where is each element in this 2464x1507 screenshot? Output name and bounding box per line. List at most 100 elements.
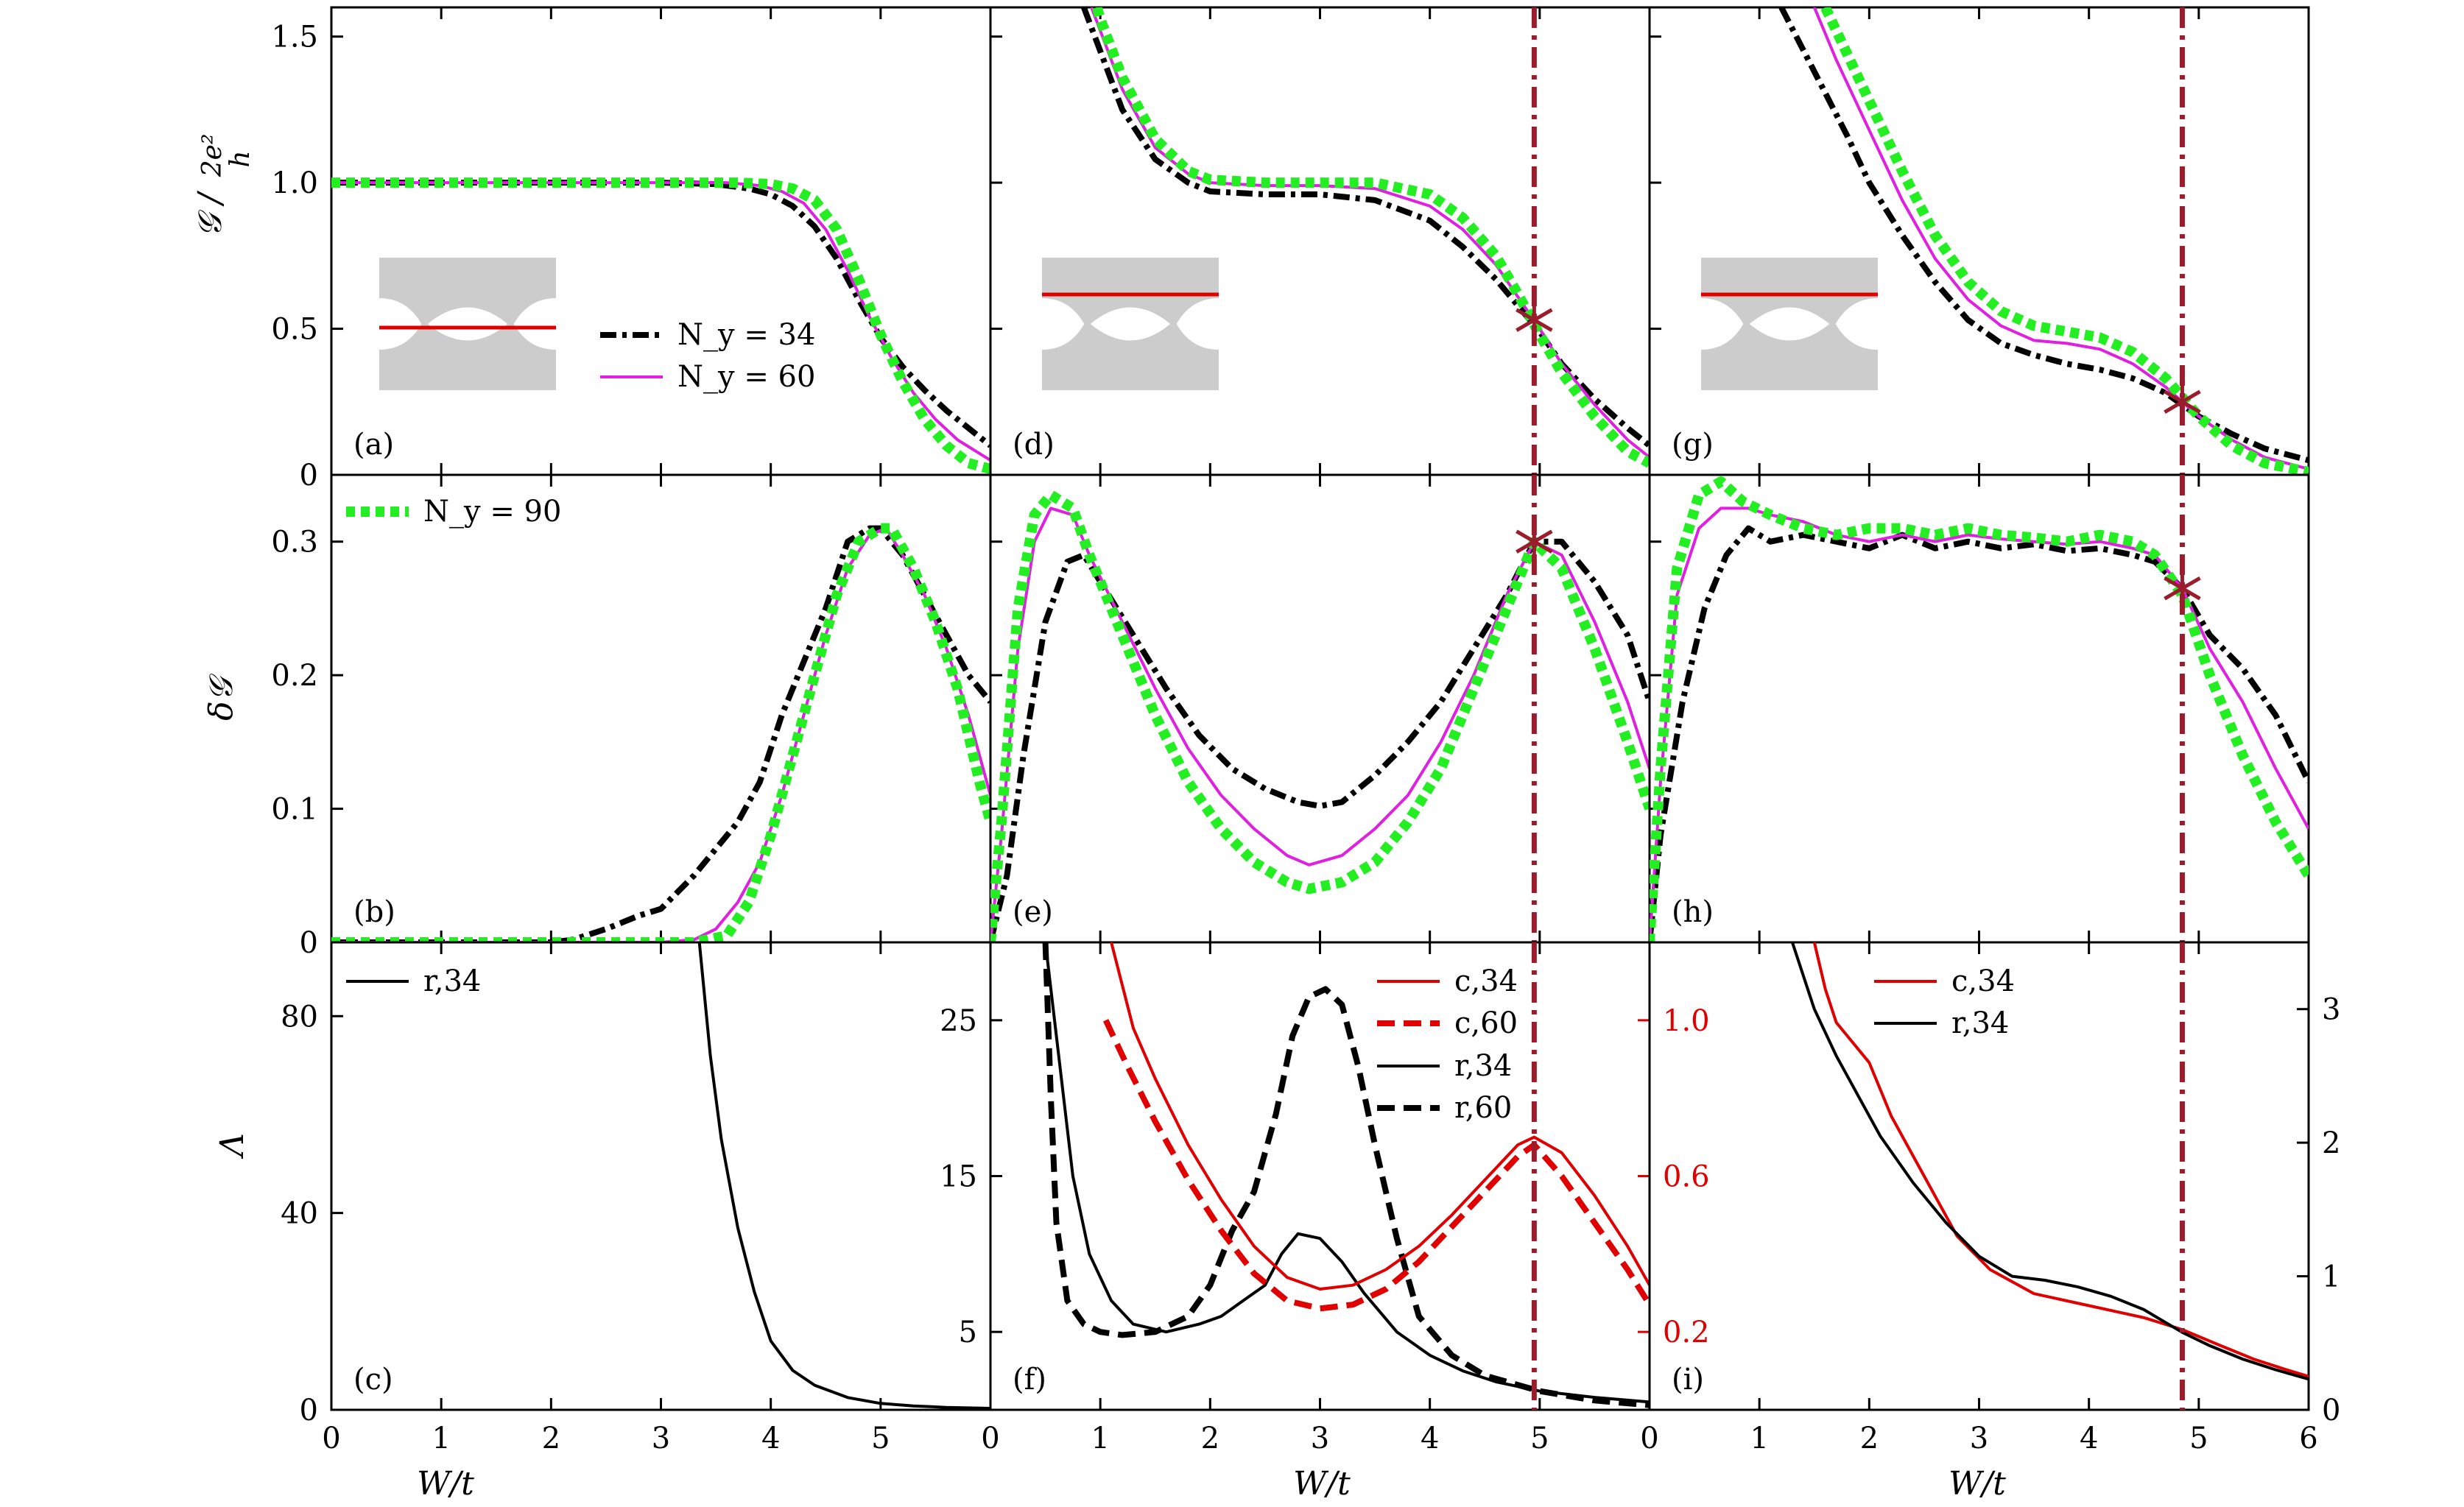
panel-g: (g) bbox=[1648, 6, 2310, 476]
legend-label-r60-f: r,60 bbox=[1454, 1091, 1512, 1125]
x-tick-label: 1 bbox=[1091, 1422, 1109, 1455]
series-group-a bbox=[331, 177, 990, 474]
y-axis-label-lambda: Λ bbox=[214, 1133, 251, 1160]
panel-label-h: (h) bbox=[1672, 895, 1714, 929]
series-group-c bbox=[697, 942, 990, 1410]
y-tick-label: 0 bbox=[300, 459, 318, 493]
series-group-f bbox=[1042, 942, 1650, 1408]
x-tick-label: 2 bbox=[1860, 1422, 1879, 1455]
y-tick-label: 1.0 bbox=[271, 166, 318, 200]
y-tick-label: 0.3 bbox=[271, 526, 318, 560]
y-axis-label-delta-g: δ𝒢 bbox=[203, 673, 240, 720]
x-tick-label: 0 bbox=[322, 1422, 340, 1455]
panel-label-e: (e) bbox=[1013, 895, 1053, 929]
series-line-g-n-y-90 bbox=[1820, 7, 2309, 475]
series-line-d-n-y-90 bbox=[1091, 7, 1650, 468]
series-group-h bbox=[1650, 476, 2309, 942]
legend-f: c,34 c,60 r,34 r,60 bbox=[1377, 964, 1518, 1125]
x-tick-label: 4 bbox=[1421, 1422, 1439, 1455]
y-tick-label: 15 bbox=[940, 1160, 977, 1194]
x-tick-label: 3 bbox=[1311, 1422, 1329, 1455]
x-tick-label: 5 bbox=[1530, 1422, 1549, 1455]
panel-label-c: (c) bbox=[353, 1363, 393, 1397]
series-line-i-c-34 bbox=[1812, 942, 2309, 1378]
series-line-a-n-y-60 bbox=[331, 181, 990, 462]
x-tick-label: 6 bbox=[2299, 1422, 2317, 1455]
series-line-b-n-y-34 bbox=[331, 525, 990, 942]
series-line-b-n-y-60 bbox=[331, 526, 990, 942]
y-tick-label: 0.5 bbox=[271, 313, 318, 347]
series-line-c-r-34 bbox=[697, 942, 990, 1410]
x-tick-label: 5 bbox=[871, 1422, 890, 1455]
panel-b: 0 0.1 0.2 0.3 (b) bbox=[271, 473, 992, 960]
critical-point-marker-e bbox=[1516, 522, 1553, 561]
x-tick-label: 4 bbox=[761, 1422, 780, 1455]
panel-label-i: (i) bbox=[1672, 1363, 1704, 1397]
y2-tick-label: 1.0 bbox=[1663, 1004, 1710, 1038]
y2-tick-label: 0 bbox=[2322, 1394, 2340, 1427]
y-tick-label: 25 bbox=[940, 1004, 977, 1038]
panel-frame-a bbox=[330, 6, 992, 476]
y-tick-label: 0 bbox=[300, 926, 318, 960]
svg-text:𝒢 / 2e² h: 𝒢 / 2e² h bbox=[191, 124, 256, 238]
panel-label-f: (f) bbox=[1013, 1363, 1046, 1397]
panel-a: 0 0.5 1.0 1.5 (a) bbox=[271, 6, 992, 493]
x-axis-label-left: W/t bbox=[417, 1465, 474, 1503]
panel-label-a: (a) bbox=[353, 428, 394, 462]
legend-label-r34-f: r,34 bbox=[1454, 1049, 1512, 1083]
x-tick-label: 2 bbox=[1201, 1422, 1219, 1455]
x-tick-label: 0 bbox=[981, 1422, 999, 1455]
series-group-e bbox=[990, 490, 1650, 942]
conductance-frac-num: 2e² bbox=[197, 134, 228, 178]
x-tick-label: 1 bbox=[432, 1422, 450, 1455]
legend-middle: N_y = 90 bbox=[346, 495, 561, 529]
y2-tick-label: 0.2 bbox=[1663, 1316, 1710, 1349]
legend-top: N_y = 34 N_y = 60 bbox=[600, 318, 815, 394]
panel-grid: 0 0.5 1.0 1.5 (a) (d) (g) 0 0.1 0.2 0.3 (b) (e) (h) 0 4… bbox=[271, 6, 2340, 1455]
series-line-f-r-34 bbox=[1043, 942, 1650, 1404]
y-tick-label: 0.2 bbox=[271, 659, 318, 693]
legend-label-ny34: N_y = 34 bbox=[677, 318, 815, 352]
series-line-f-c-34 bbox=[1110, 942, 1650, 1291]
panel-d: (d) bbox=[989, 6, 1651, 476]
panel-frame-f bbox=[989, 941, 1651, 1411]
y2-tick-label: 3 bbox=[2322, 993, 2340, 1027]
series-line-e-n-y-34 bbox=[990, 538, 1650, 942]
legend-i: c,34 r,34 bbox=[1874, 964, 2015, 1040]
x-tick-label: 3 bbox=[652, 1422, 670, 1455]
y-tick-label: 0 bbox=[300, 1394, 318, 1427]
inset-band-a bbox=[379, 258, 556, 390]
panel-frame-d bbox=[989, 6, 1651, 476]
series-line-h-n-y-60 bbox=[1650, 507, 2309, 942]
series-group-b bbox=[331, 523, 990, 942]
legend-label-r34-i: r,34 bbox=[1951, 1006, 2009, 1040]
y2-tick-label: 1 bbox=[2322, 1260, 2340, 1294]
y-tick-label: 40 bbox=[281, 1197, 318, 1231]
x-tick-label: 4 bbox=[2080, 1422, 2098, 1455]
series-group-d bbox=[1081, 7, 1650, 468]
x-tick-label: 2 bbox=[542, 1422, 560, 1455]
panel-i: 0 1 2 3 0 1 2 3 4 5 6 (i) bbox=[1640, 941, 2340, 1455]
series-line-i-r-34 bbox=[1791, 942, 2309, 1381]
inset-band-d bbox=[1042, 258, 1219, 390]
series-line-a-n-y-90 bbox=[331, 177, 990, 474]
series-line-h-n-y-90 bbox=[1650, 476, 2309, 942]
panel-label-b: (b) bbox=[353, 895, 395, 929]
series-group-g bbox=[1778, 7, 2309, 475]
x-tick-label: 5 bbox=[2189, 1422, 2208, 1455]
x-axis-label-middle: W/t bbox=[1293, 1465, 1351, 1503]
critical-point-marker-g bbox=[2164, 382, 2201, 421]
conductance-symbol: 𝒢 / bbox=[191, 190, 229, 237]
series-line-e-n-y-90 bbox=[990, 490, 1650, 942]
series-line-g-n-y-60 bbox=[1812, 7, 2309, 471]
inset-band-g bbox=[1701, 258, 1878, 390]
x-tick-label: 1 bbox=[1750, 1422, 1768, 1455]
legend-label-ny60: N_y = 60 bbox=[677, 360, 815, 394]
x-tick-label: 3 bbox=[1970, 1422, 1988, 1455]
legend-label-c34-f: c,34 bbox=[1454, 964, 1518, 998]
panel-frame-g bbox=[1648, 6, 2310, 476]
y2-tick-label: 2 bbox=[2322, 1126, 2340, 1160]
panel-frame-c bbox=[330, 941, 992, 1411]
y-tick-label: 80 bbox=[281, 1000, 318, 1034]
